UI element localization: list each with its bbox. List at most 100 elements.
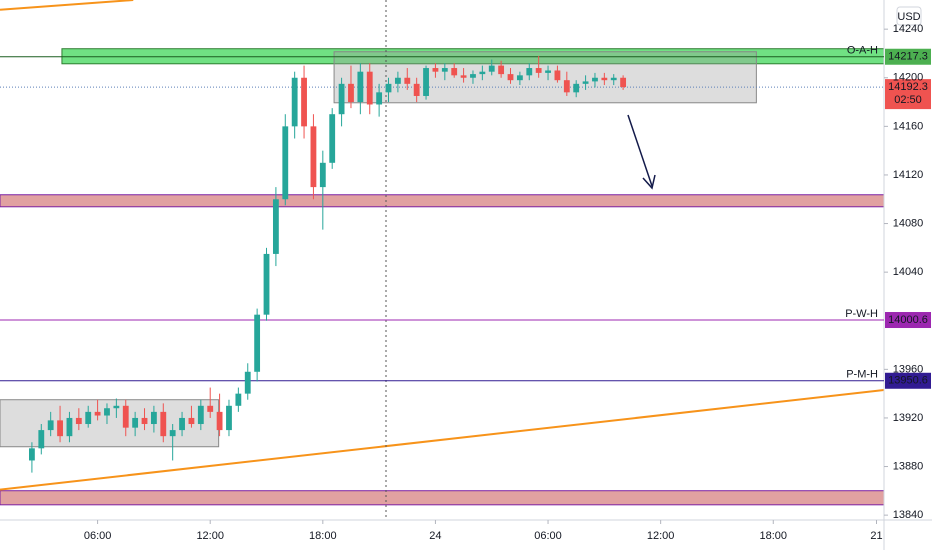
x-tick-label: 24 (429, 530, 441, 542)
candle-body (75, 417, 82, 425)
y-tick-label: 14040 (893, 266, 924, 278)
arrow-head (642, 174, 656, 190)
candle-body (47, 420, 54, 431)
candle-body (592, 77, 598, 82)
level-value: 13950.6 (888, 375, 928, 387)
candle-body (554, 70, 561, 81)
candle-body (319, 162, 326, 188)
candle-body (113, 405, 120, 409)
y-tick-label: 14200 (893, 72, 924, 84)
candle-body (235, 393, 242, 406)
candle-body (573, 83, 580, 93)
candle-body (610, 77, 617, 81)
candle-body (38, 430, 45, 449)
candle-body (282, 126, 289, 200)
candle-body (301, 77, 307, 127)
currency: USD (897, 11, 920, 23)
candle-body (516, 75, 523, 81)
y-tick-label: 13840 (893, 509, 924, 521)
level-label-bg (885, 48, 931, 65)
x-tick-label: 12:00 (196, 530, 224, 542)
candle-body (563, 80, 570, 93)
candle-body (179, 417, 185, 431)
candle-body (432, 68, 439, 72)
range-box (333, 51, 757, 104)
candle-body (216, 411, 223, 431)
candle-body (160, 411, 167, 437)
candle-body (376, 92, 383, 105)
candle-body (197, 405, 204, 425)
zone (0, 194, 885, 208)
candle-body (122, 405, 129, 428)
y-tick-label: 13960 (893, 363, 924, 375)
candle-body (545, 70, 551, 73)
candle-body (57, 420, 63, 437)
candle-body (169, 430, 176, 437)
level-name: P-M-H (846, 369, 878, 381)
candle-body (441, 68, 448, 72)
x-tick-label: 06:00 (84, 530, 112, 542)
x-tick-label: 12:00 (647, 530, 675, 542)
candle-body (132, 417, 139, 428)
candle-body (291, 77, 298, 127)
candle-body (188, 417, 195, 425)
trendline (0, 389, 885, 491)
candle-body (366, 71, 373, 105)
candle-body (479, 71, 486, 75)
candle-body (507, 74, 514, 81)
level-label-bg (885, 312, 931, 329)
candle-body (310, 126, 317, 188)
candle-body (470, 74, 476, 78)
candle-body (394, 77, 401, 84)
candle-body (385, 83, 392, 93)
countdown: 02:50 (894, 94, 922, 106)
candle-body (535, 68, 542, 73)
candle-body (338, 83, 345, 115)
y-tick-label: 14160 (893, 120, 924, 132)
candle-body (460, 75, 467, 78)
x-tick-label: 18:00 (759, 530, 787, 542)
x-tick-label: 21 (870, 530, 882, 542)
candle-body (104, 408, 110, 416)
trendline (0, 0, 134, 11)
candle-body (423, 68, 429, 96)
candle-body (498, 65, 505, 75)
candle-body (272, 199, 279, 254)
candle-body (94, 411, 101, 416)
candle-body (226, 405, 232, 431)
y-tick-label: 14080 (893, 217, 924, 229)
candle-body (526, 68, 533, 76)
arrow (627, 114, 653, 187)
candle-body (244, 371, 251, 394)
candle-body (254, 314, 261, 372)
candle-body (329, 114, 336, 163)
candle-body (141, 417, 148, 425)
candle-body (66, 417, 73, 437)
candle-body (404, 77, 411, 84)
candle-body (620, 77, 627, 88)
candle-body (582, 81, 589, 84)
level-value: 14000.6 (888, 314, 928, 326)
candle-body (85, 411, 92, 425)
candle-body (263, 253, 270, 315)
candle-body (348, 83, 354, 103)
candle-body (150, 411, 157, 425)
x-tick-label: 06:00 (534, 530, 562, 542)
y-tick-label: 14120 (893, 169, 924, 181)
current-price: 14192.3 (888, 81, 928, 93)
y-tick-label: 14240 (893, 23, 924, 35)
level-value: 14217.3 (888, 51, 928, 63)
current-price-bg (885, 79, 931, 110)
y-tick-label: 13880 (893, 460, 924, 472)
candle-body (413, 83, 420, 96)
x-tick-label: 18:00 (309, 530, 337, 542)
candle-body (28, 448, 35, 461)
level-name: P-W-H (845, 308, 878, 320)
candle-body (488, 65, 495, 72)
currency-box[interactable] (896, 6, 922, 26)
candle-body (207, 405, 214, 412)
candle-body (451, 68, 458, 76)
range-box (0, 399, 220, 448)
